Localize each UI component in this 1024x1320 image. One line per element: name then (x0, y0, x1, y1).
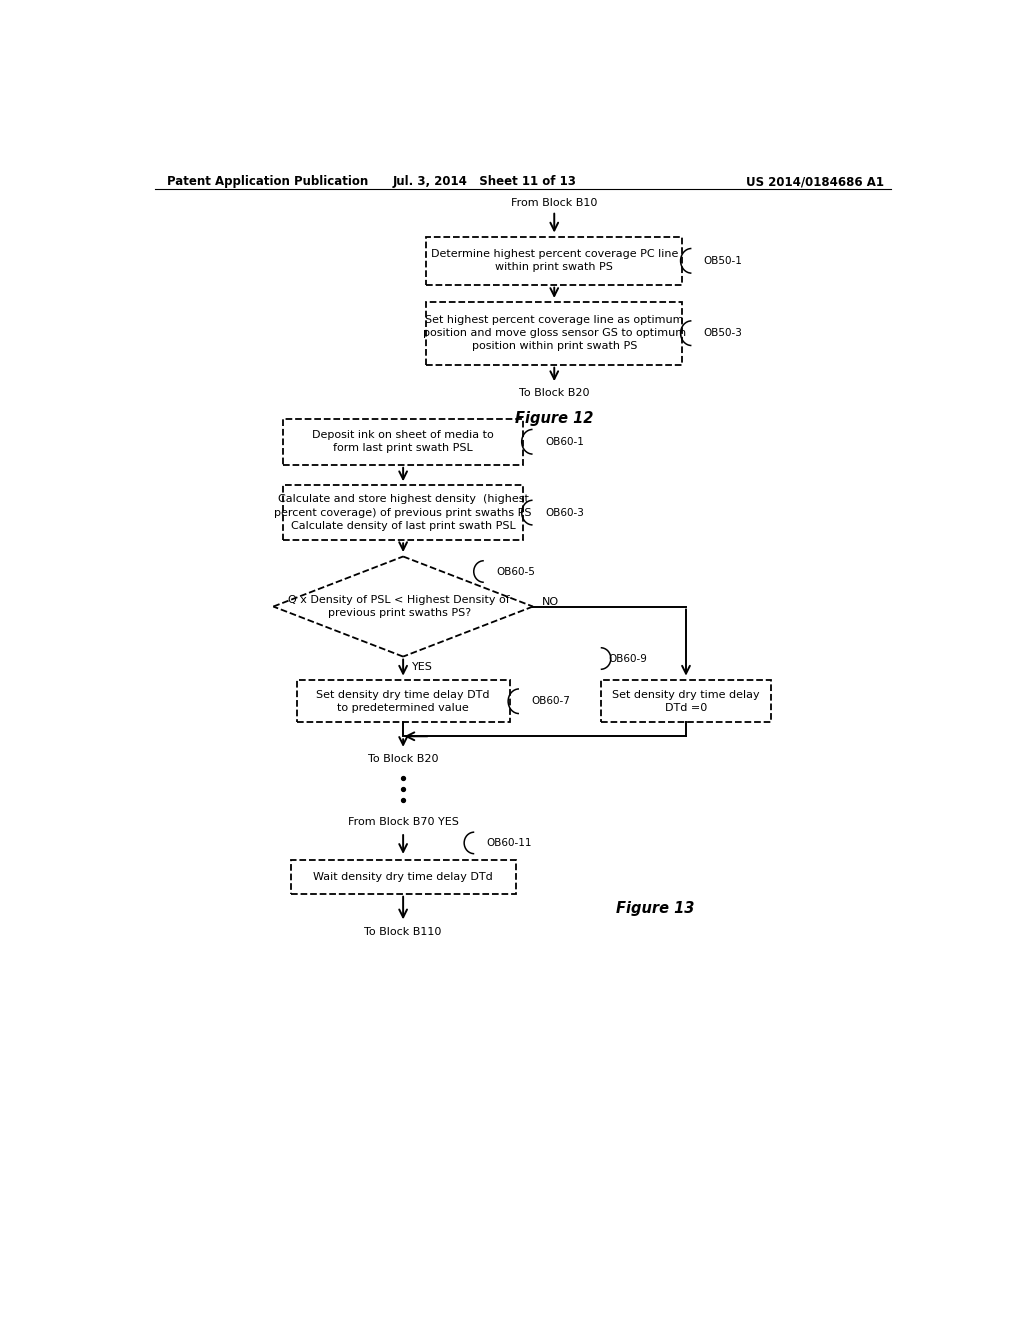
Text: OB50-1: OB50-1 (703, 256, 742, 265)
Text: OB60-11: OB60-11 (486, 838, 532, 847)
Text: Q x Density of PSL < Highest Density of
previous print swaths PS?: Q x Density of PSL < Highest Density of … (289, 595, 510, 618)
Text: To Block B110: To Block B110 (365, 927, 441, 937)
Text: Wait density dry time delay DTd: Wait density dry time delay DTd (313, 871, 493, 882)
Text: From Block B10: From Block B10 (511, 198, 597, 209)
Text: Set density dry time delay DTd
to predetermined value: Set density dry time delay DTd to predet… (316, 689, 489, 713)
Text: Determine highest percent coverage PC line
within print swath PS: Determine highest percent coverage PC li… (430, 249, 678, 272)
Text: To Block B20: To Block B20 (368, 754, 438, 763)
Bar (426, 302, 682, 364)
Bar (297, 680, 510, 722)
Text: From Block B70 YES: From Block B70 YES (348, 817, 459, 826)
Text: OB60-1: OB60-1 (545, 437, 584, 446)
Text: To Block B20: To Block B20 (519, 388, 590, 397)
Text: NO: NO (543, 597, 559, 607)
Text: Figure 12: Figure 12 (515, 411, 594, 426)
Bar (283, 484, 523, 540)
Bar (426, 238, 682, 285)
Text: OB60-7: OB60-7 (531, 696, 570, 706)
Text: US 2014/0184686 A1: US 2014/0184686 A1 (745, 176, 884, 189)
Text: OB60-5: OB60-5 (497, 566, 536, 577)
Text: YES: YES (413, 663, 433, 672)
Text: Figure 13: Figure 13 (615, 902, 694, 916)
Bar (291, 859, 515, 894)
Text: OB50-3: OB50-3 (703, 329, 742, 338)
Text: Patent Application Publication: Patent Application Publication (167, 176, 368, 189)
Text: OB60-3: OB60-3 (545, 508, 584, 517)
Text: Jul. 3, 2014   Sheet 11 of 13: Jul. 3, 2014 Sheet 11 of 13 (392, 176, 577, 189)
Text: Set highest percent coverage line as optimum
position and move gloss sensor GS t: Set highest percent coverage line as opt… (423, 315, 686, 351)
Text: Set density dry time delay
DTd =0: Set density dry time delay DTd =0 (612, 689, 760, 713)
Bar (601, 680, 771, 722)
Text: OB60-9: OB60-9 (608, 653, 647, 664)
Text: Deposit ink on sheet of media to
form last print swath PSL: Deposit ink on sheet of media to form la… (312, 430, 494, 453)
Text: Calculate and store highest density  (highest
percent coverage) of previous prin: Calculate and store highest density (hig… (274, 495, 531, 531)
Bar (283, 418, 523, 465)
